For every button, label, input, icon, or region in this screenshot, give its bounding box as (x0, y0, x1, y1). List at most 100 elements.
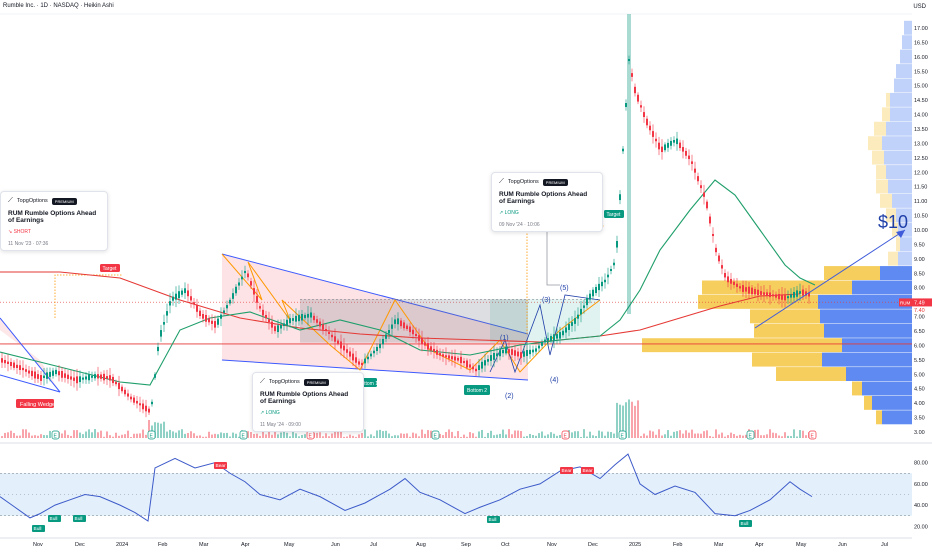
candle-body (637, 94, 639, 102)
idea-card-short[interactable]: ⟋ TopgOptions PREMIUM RUM Rumble Options… (0, 191, 108, 251)
candle-body (307, 313, 309, 318)
idea-card-long-may[interactable]: ⟋ TopgOptions PREMIUM RUM Rumble Options… (252, 372, 364, 432)
earnings-marker-icon[interactable] (808, 430, 817, 440)
volume-bar (715, 429, 717, 438)
candle-body (133, 397, 135, 403)
candle-body (313, 315, 315, 321)
volume-bar (1, 436, 3, 438)
volume-bar (385, 430, 387, 438)
candle-body (61, 371, 63, 378)
candle-body (40, 375, 42, 381)
candle-body (583, 305, 585, 308)
time-axis-label: Jun (331, 542, 340, 548)
earnings-marker-icon[interactable] (746, 430, 755, 440)
volume-bar (181, 429, 183, 438)
candle-body (502, 349, 504, 354)
earnings-marker-icon[interactable] (431, 430, 440, 440)
volume-bar (799, 430, 801, 438)
volume-bar (484, 436, 486, 438)
volume-bar (775, 433, 777, 438)
earnings-marker-icon[interactable] (51, 430, 60, 440)
candle-body (472, 366, 474, 370)
bear-signal-label: Bear (583, 468, 594, 474)
idea-card-long-nov[interactable]: ⟋ TopgOptions PREMIUM RUM Rumble Options… (491, 172, 603, 232)
volume-bar (217, 434, 219, 438)
volume-profile-blue-bar (896, 208, 912, 223)
volume-bar (391, 436, 393, 438)
volume-bar (526, 436, 528, 438)
candle-body (406, 325, 408, 330)
candle-body (16, 364, 18, 368)
candle-body (598, 283, 600, 291)
candle-body (223, 310, 225, 313)
volume-bar (424, 433, 426, 438)
volume-bar (793, 429, 795, 438)
candle-body (784, 295, 786, 301)
falling-wedge-label-bg (16, 399, 54, 408)
candle-body (706, 201, 708, 209)
candle-body (457, 357, 459, 361)
target-1-label: Target (103, 266, 118, 272)
volume-bar (760, 435, 762, 438)
volume-profile-blue-bar (820, 309, 912, 324)
candle-body (526, 350, 528, 356)
candle-body (745, 287, 747, 292)
volume-profile-yellow-bar (754, 323, 824, 338)
candle-body (184, 288, 186, 294)
earnings-marker-icon[interactable] (561, 430, 570, 440)
idea-date: 11 Nov '23 · 07:36 (8, 241, 49, 247)
volume-profile-yellow-bar (752, 352, 822, 367)
candle-body (391, 324, 393, 329)
bull-signal-label: Bull (75, 516, 83, 522)
candle-body (568, 324, 570, 330)
candle-body (316, 319, 318, 323)
earnings-marker-icon[interactable] (239, 430, 248, 440)
volume-bar (745, 434, 747, 438)
trend-logo-icon: ⟋ (499, 178, 504, 185)
last-price-badge: 7.49 (914, 300, 925, 306)
price-tick-label: 5.00 (914, 372, 925, 378)
price-tick-label: 16.50 (914, 40, 928, 46)
candle-body (673, 139, 675, 143)
volume-bar (76, 430, 78, 438)
candle-body (586, 298, 588, 306)
candle-body (490, 355, 492, 361)
volume-profile-blue-bar (872, 395, 912, 410)
bear-signal-bg (560, 467, 573, 474)
candle-body (247, 273, 249, 278)
candle-body (25, 369, 27, 372)
earnings-marker-icon[interactable] (618, 430, 627, 440)
candle-body (367, 356, 369, 360)
earnings-marker-label: E (242, 434, 246, 440)
volume-bar (802, 430, 804, 438)
candle-body (154, 374, 156, 378)
candle-body (778, 293, 780, 300)
candle-body (31, 370, 33, 377)
time-axis-label: Feb (673, 542, 682, 548)
volume-bar (190, 431, 192, 438)
candle-body (691, 161, 693, 164)
volume-bar (712, 436, 714, 438)
premium-badge: PREMIUM (51, 197, 77, 205)
candle-body (448, 355, 450, 359)
candle-body (352, 353, 354, 361)
earnings-marker-icon[interactable] (147, 430, 156, 440)
candle-body (13, 362, 15, 368)
volume-bar (463, 434, 465, 438)
candle-body (418, 335, 420, 341)
volume-bar (352, 435, 354, 438)
volume-bar (199, 435, 201, 438)
candle-body (733, 281, 735, 285)
volume-bar (349, 434, 351, 438)
volume-bar (703, 431, 705, 438)
candle-body (547, 338, 549, 341)
bull-signal-bg (487, 516, 500, 523)
volume-bar (127, 430, 129, 438)
volume-bar (343, 436, 345, 438)
candle-body (7, 361, 9, 364)
volume-bar (730, 432, 732, 438)
candle-body (445, 355, 447, 358)
volume-bar (337, 430, 339, 438)
